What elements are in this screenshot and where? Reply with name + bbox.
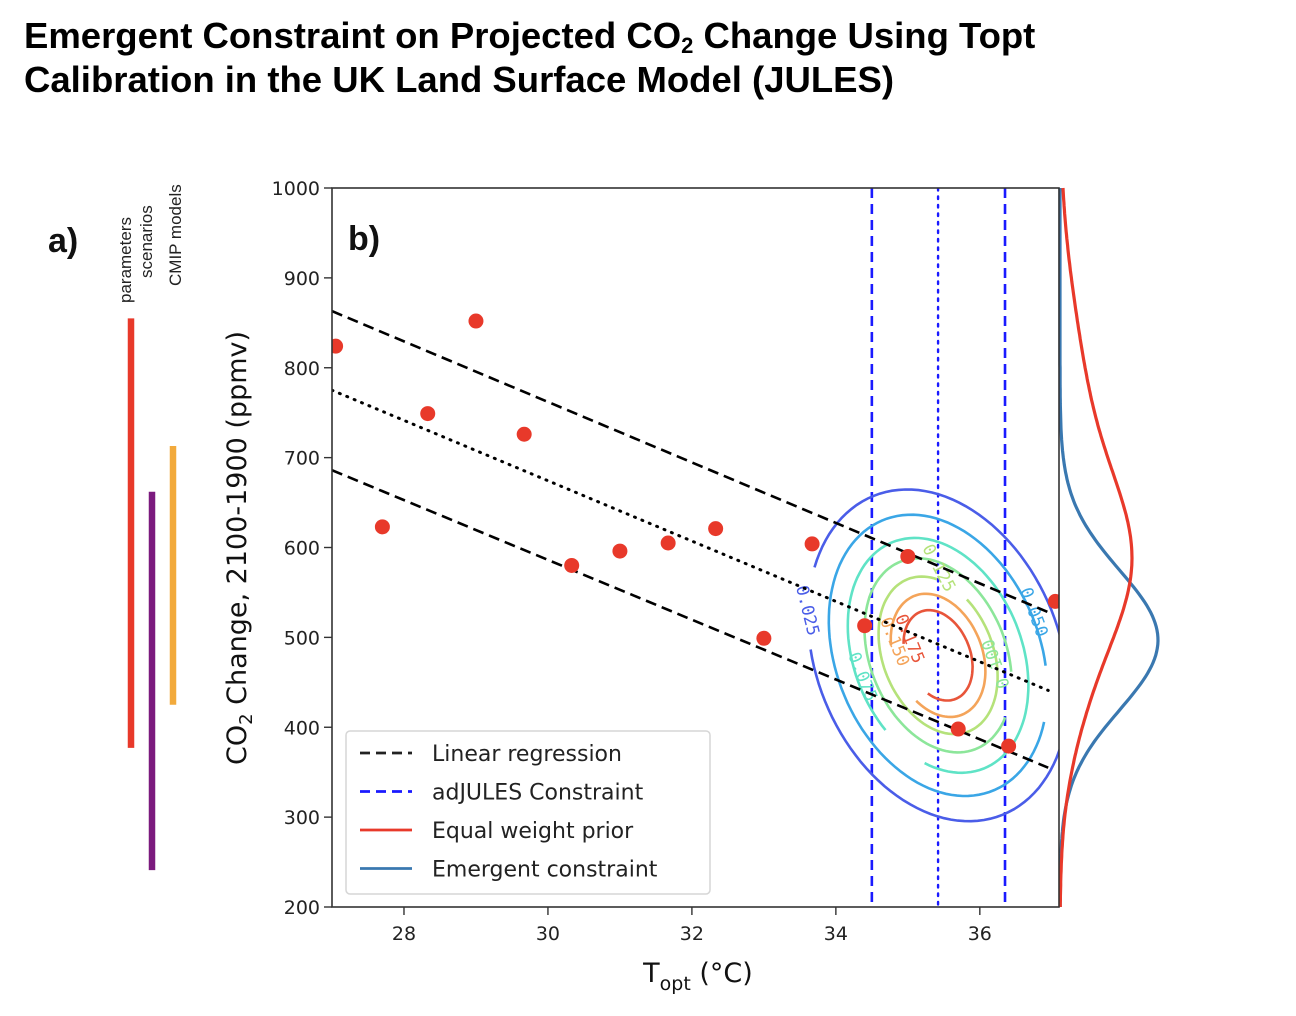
data-point bbox=[756, 630, 772, 646]
data-point bbox=[516, 426, 532, 442]
bar-label-cmip-models: CMIP models bbox=[166, 184, 185, 286]
x-tick-label: 30 bbox=[536, 923, 560, 945]
regression-lower-line bbox=[332, 469, 1049, 769]
regression-center-line bbox=[332, 388, 1050, 692]
legend-label-0: Linear regression bbox=[432, 742, 622, 767]
data-point bbox=[804, 536, 820, 552]
y-tick-label: 200 bbox=[284, 897, 320, 919]
panel-a: a) parameters scenarios CMIP models bbox=[48, 184, 185, 871]
y-tick-label: 500 bbox=[284, 627, 320, 649]
y-tick-label: 700 bbox=[284, 448, 320, 470]
contour-0.075 bbox=[846, 536, 1030, 775]
data-point bbox=[1001, 738, 1017, 754]
legend-box bbox=[345, 730, 711, 895]
contour-0.150 bbox=[889, 592, 987, 719]
contour-label-0.025: 0.025 bbox=[791, 583, 823, 638]
y-tick-label: 800 bbox=[284, 358, 320, 380]
data-point bbox=[708, 521, 724, 537]
x-label-unit: (°C) bbox=[691, 958, 753, 989]
y-tick-label: 300 bbox=[284, 807, 320, 829]
y-label-prefix: CO bbox=[222, 725, 253, 765]
y-tick-label: 900 bbox=[284, 268, 320, 290]
title-line1-b: Change Using Topt bbox=[693, 15, 1036, 56]
y-tick-label: 400 bbox=[284, 717, 320, 739]
legend: Linear regression adJULES Constraint Equal… bbox=[345, 730, 711, 895]
y-axis-label: CO2 Change, 2100-1900 (ppmv) bbox=[222, 331, 257, 765]
data-point bbox=[660, 535, 676, 551]
data-point bbox=[420, 406, 436, 422]
data-point bbox=[1047, 593, 1059, 609]
title-subscript: 2 bbox=[681, 33, 694, 58]
x-tick-label: 32 bbox=[680, 923, 704, 945]
x-tick-label: 34 bbox=[824, 923, 848, 945]
x-label-sub: opt bbox=[660, 973, 691, 995]
legend-label-3: Emergent constraint bbox=[432, 858, 658, 883]
title-line1-a: Emergent Constraint on Projected CO bbox=[24, 15, 682, 56]
x-tick-label: 36 bbox=[968, 923, 992, 945]
x-tick-label: 28 bbox=[392, 923, 416, 945]
contour-0.025 bbox=[809, 488, 1059, 823]
data-point bbox=[564, 557, 580, 573]
legend-label-2: Equal weight prior bbox=[432, 819, 634, 844]
regression-upper-line bbox=[332, 309, 1049, 614]
bar-label-parameters: parameters bbox=[116, 217, 135, 303]
bar-label-scenarios: scenarios bbox=[137, 205, 156, 278]
contour-0.050 bbox=[827, 513, 1047, 798]
data-point bbox=[374, 519, 390, 535]
panel-b-label: b) bbox=[348, 220, 380, 258]
equal-weight-prior-pdf bbox=[1058, 187, 1134, 907]
data-point bbox=[612, 543, 628, 559]
y-tick-label: 600 bbox=[284, 538, 320, 560]
y-label-suffix: Change, 2100-1900 (ppmv) bbox=[222, 331, 253, 714]
contour-0.175 bbox=[902, 608, 974, 702]
data-point bbox=[900, 548, 916, 564]
contour-0.100 bbox=[863, 556, 1013, 754]
figure-title: Emergent Constraint on Projected CO2 Cha… bbox=[24, 14, 1268, 102]
data-point bbox=[332, 338, 344, 354]
title-line2: Calibration in the UK Land Surface Model… bbox=[24, 59, 894, 100]
emergent-constraint-pdf bbox=[1058, 188, 1160, 907]
x-axis-label: Topt (°C) bbox=[642, 958, 753, 995]
data-point bbox=[468, 313, 484, 329]
x-label-main: T bbox=[642, 958, 660, 989]
legend-label-1: adJULES Constraint bbox=[432, 781, 644, 806]
data-point bbox=[857, 618, 873, 634]
y-tick-label: 1000 bbox=[272, 178, 320, 200]
y-label-sub: 2 bbox=[236, 713, 257, 724]
panel-a-label: a) bbox=[48, 222, 78, 260]
data-point bbox=[950, 721, 966, 737]
